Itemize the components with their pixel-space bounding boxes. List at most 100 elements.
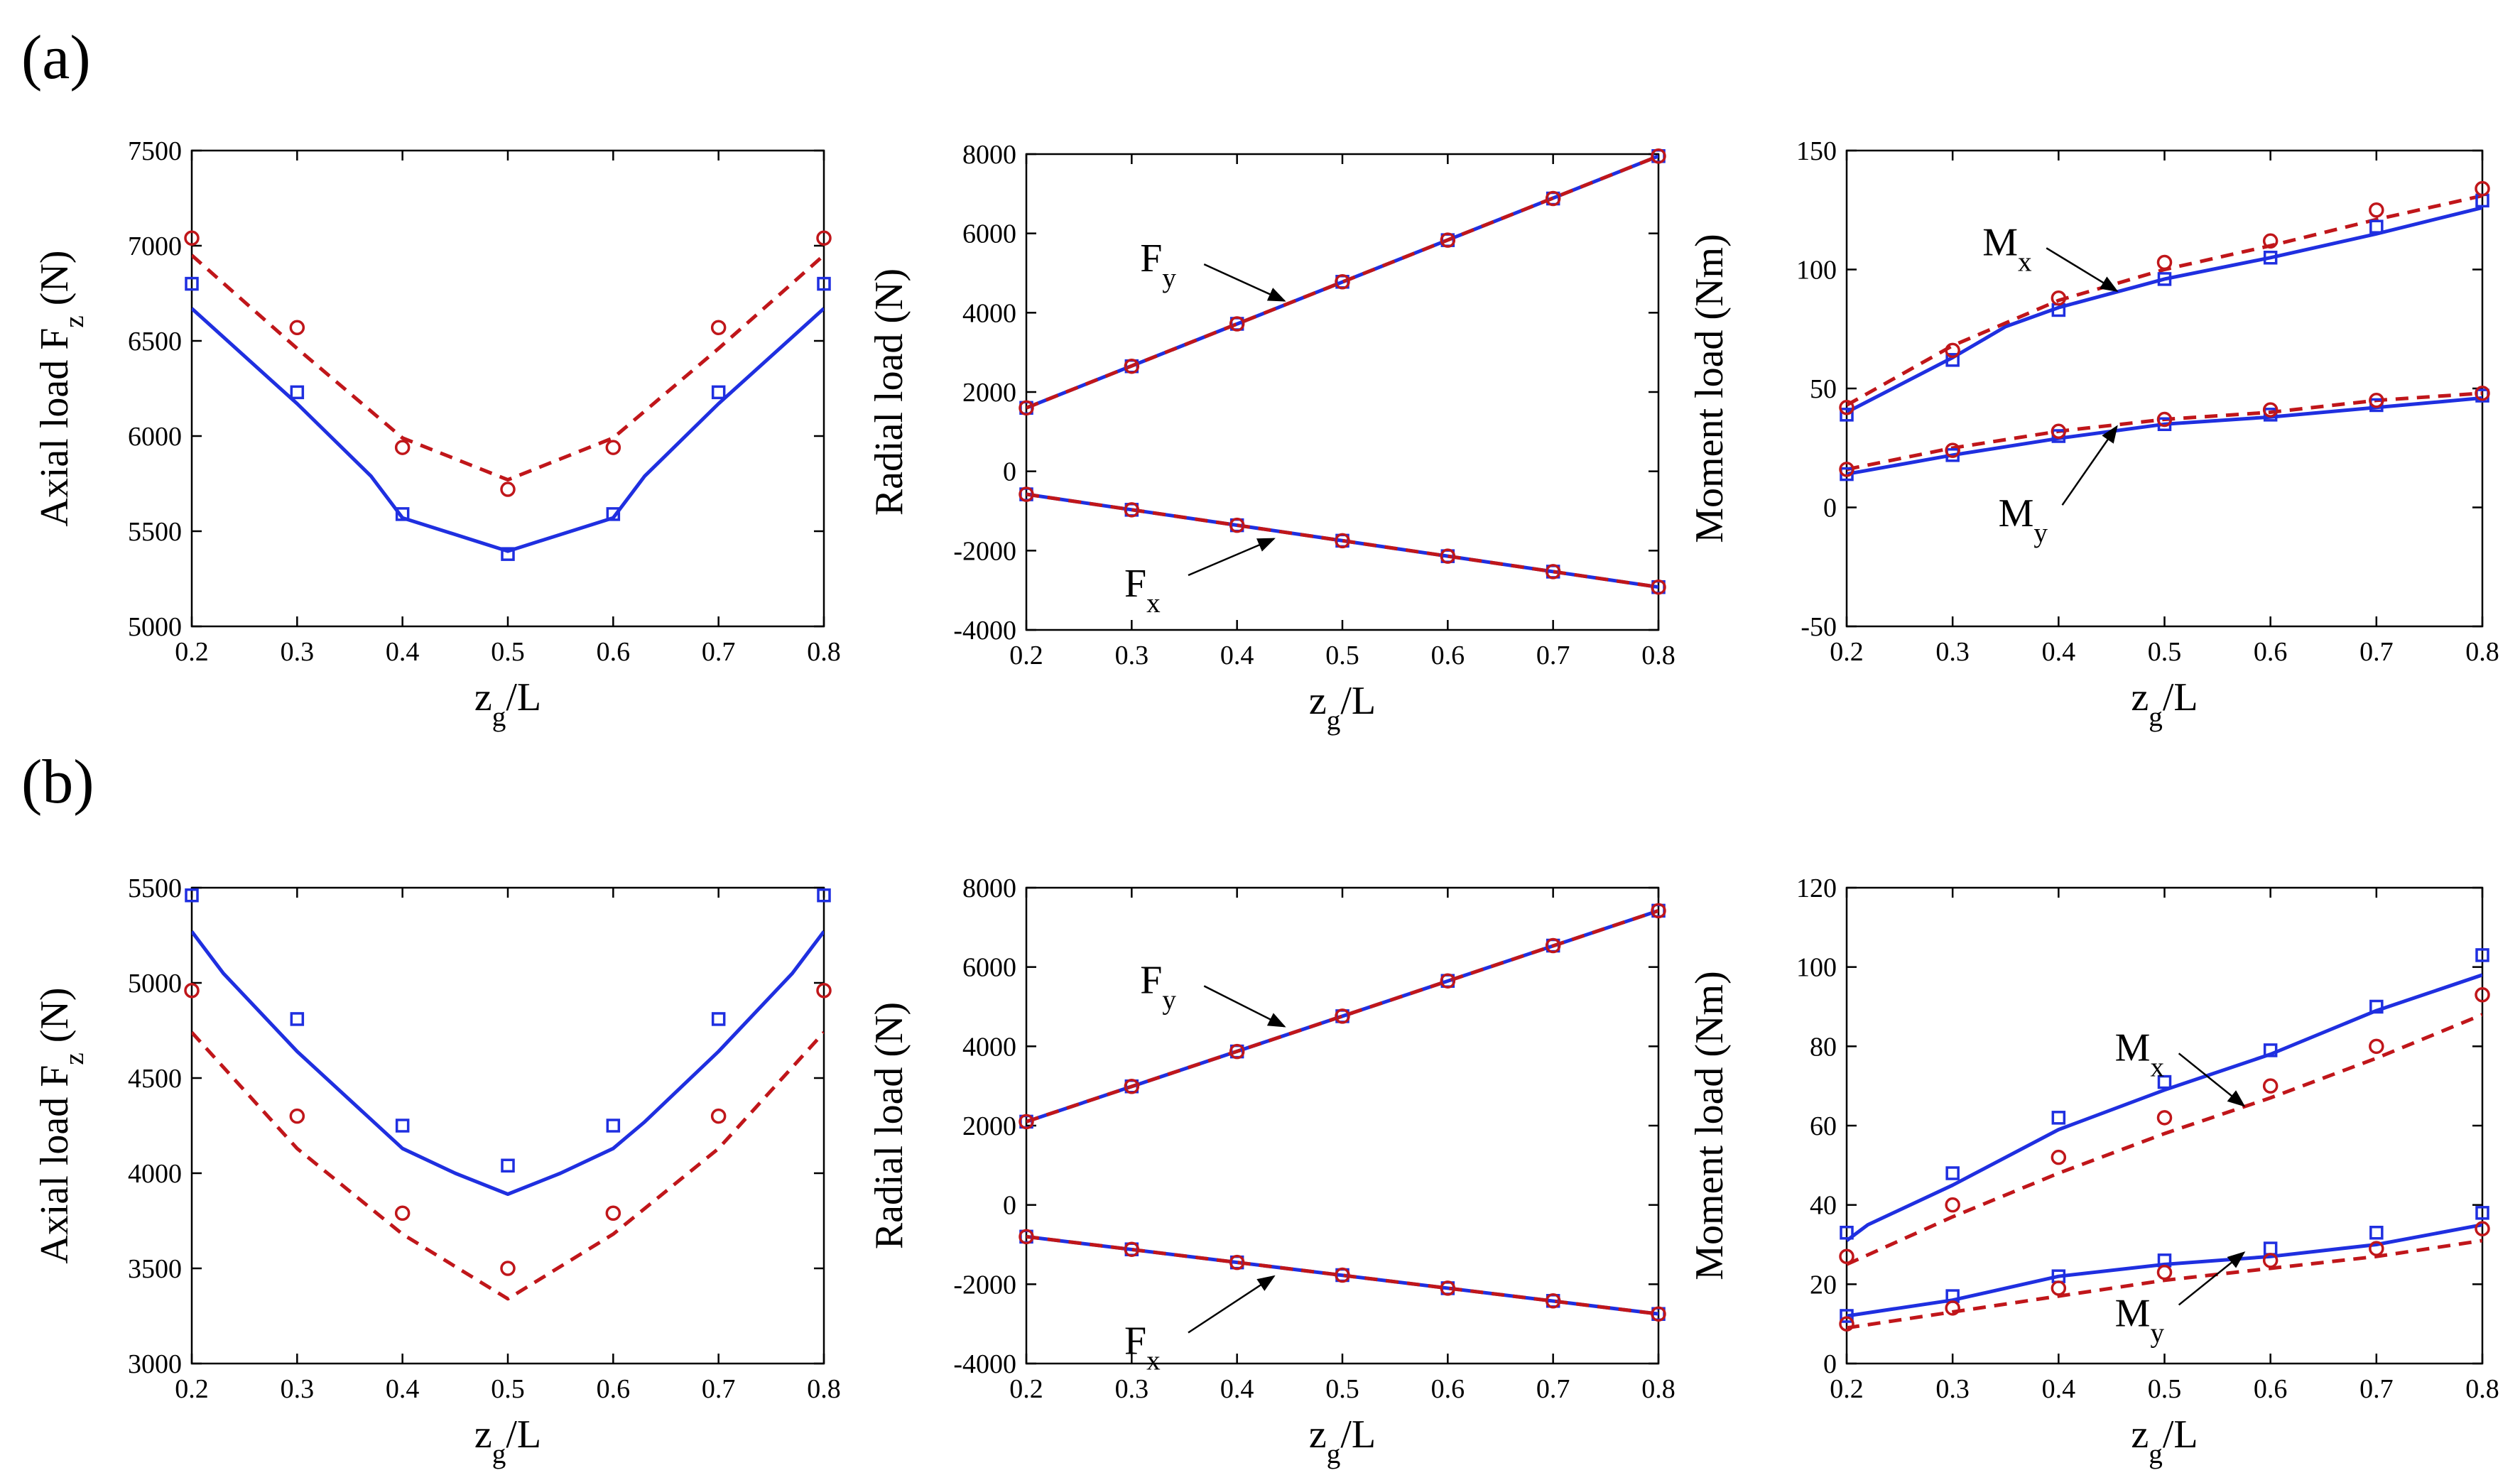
data-point-Mx-squares [2475, 948, 2489, 962]
y-tick-label: 0 [1823, 494, 1837, 523]
data-point-My-circles [2475, 1221, 2490, 1236]
data-point-blue-squares [395, 507, 410, 521]
annotation-label-My: My [2115, 1291, 2165, 1348]
x-axis-label: zg/L [474, 675, 541, 732]
data-point-Mx-circles [1839, 400, 1854, 415]
y-tick-label: 20 [1810, 1270, 1837, 1300]
data-point-My-circles [1945, 442, 1960, 458]
y-tick-label: 5000 [128, 969, 182, 999]
data-point-My-squares [2263, 1241, 2278, 1256]
data-point-Fy-circles [1335, 274, 1350, 290]
data-point-Mx-circles [1945, 1197, 1960, 1213]
x-tick-label: 0.5 [491, 637, 525, 667]
y-tick-label: 4000 [962, 1032, 1016, 1062]
data-point-Mx-circles [2156, 254, 2173, 271]
data-point-My-circles [2051, 1280, 2067, 1296]
data-point-Fy-circles [1124, 358, 1140, 374]
data-point-Mx-squares [1945, 353, 1960, 367]
y-tick-label: 6000 [962, 953, 1016, 983]
y-tick-label: 0 [1003, 457, 1016, 487]
y-tick-label: 2000 [962, 378, 1016, 408]
x-tick-label: 0.3 [1115, 641, 1149, 670]
chart-a-radial: 0.2 0.3 0.4 0.5 0.6 0.7 0.8 -4000 -2000 0 2000 4000… [867, 140, 1676, 736]
y-tick-label: 5000 [128, 612, 182, 642]
annotation-label-Mx: Mx [2115, 1025, 2165, 1082]
data-point-blue-squares [817, 276, 831, 291]
y-tick-label: 100 [1796, 256, 1837, 285]
annotation-label-Fx: Fx [1124, 562, 1161, 619]
y-axis-label: Radial load (N) [867, 1002, 911, 1249]
data-point-Fx-circles [1124, 502, 1140, 518]
y-tick-label: 50 [1810, 374, 1837, 404]
y-tick-label: 6500 [128, 327, 182, 357]
data-point-Mx-circles [2156, 1110, 2173, 1126]
data-point-red-circles [500, 1261, 516, 1276]
data-point-blue-squares [501, 547, 515, 561]
data-point-red-circles [289, 1108, 305, 1124]
series-line-Fy-red [1026, 154, 1658, 410]
plot-frame [1845, 149, 2484, 628]
annotation-arrow-Mx [2178, 1052, 2246, 1107]
y-axis-label: Moment load (Nm) [1688, 234, 1732, 543]
x-tick-label: 0.7 [2359, 1374, 2394, 1404]
data-point-red-circles [605, 1205, 621, 1221]
plot-frame [1025, 886, 1660, 1365]
y-tick-label: 0 [1003, 1191, 1016, 1221]
x-tick-label: 0.5 [1325, 641, 1359, 670]
y-tick-label: -4000 [953, 1349, 1016, 1379]
data-point-red-circles [394, 1205, 411, 1221]
plot-frame [1025, 153, 1660, 631]
x-tick-label: 0.6 [1431, 641, 1465, 670]
data-point-My-circles [1839, 1316, 1854, 1332]
data-point-Mx-circles [1839, 1248, 1854, 1264]
data-point-blue-squares [606, 507, 621, 521]
data-point-Mx-squares [2369, 999, 2384, 1014]
y-tick-label: 8000 [962, 874, 1016, 903]
series-line-Mx-red [1847, 1013, 2482, 1266]
y-tick-label: 80 [1810, 1032, 1837, 1062]
y-tick-label: 2000 [962, 1111, 1016, 1141]
panel-label-b: (b) [21, 748, 94, 817]
data-point-Mx-circles [2369, 202, 2384, 218]
x-tick-label: 0.5 [2148, 1374, 2182, 1404]
series-line-Mx-blue [1847, 973, 2482, 1242]
y-tick-label: -4000 [953, 616, 1016, 646]
data-point-red-circles [394, 440, 411, 455]
x-tick-label: 0.6 [2254, 637, 2288, 667]
data-point-My-circles [2262, 402, 2279, 418]
x-tick-label: 0.6 [597, 637, 631, 667]
x-tick-label: 0.7 [2359, 637, 2394, 667]
data-point-My-circles [2156, 1264, 2173, 1280]
y-tick-label: 60 [1810, 1111, 1837, 1141]
series-line-My-blue [1847, 1223, 2482, 1318]
data-point-My-circles [1945, 1300, 1960, 1316]
y-tick-label: 4500 [128, 1064, 182, 1094]
data-point-Fy-circles [1651, 148, 1666, 164]
x-axis-label: zg/L [2131, 1413, 2198, 1469]
x-tick-label: 0.3 [1935, 1374, 1970, 1404]
chart-b-axial: 0.2 0.3 0.4 0.5 0.6 0.7 0.8 3000 3500 4000 4500 500… [33, 874, 841, 1469]
y-tick-label: 40 [1810, 1191, 1837, 1221]
x-axis-label: zg/L [1309, 1413, 1376, 1469]
data-point-Fx-circles [1229, 517, 1245, 533]
data-point-My-squares [1840, 1309, 1854, 1323]
data-point-Mx-circles [2475, 180, 2490, 197]
series-line-blue-solid [192, 930, 824, 1196]
data-point-blue-squares [501, 1158, 515, 1173]
data-point-Fy-circles [1545, 190, 1561, 207]
x-tick-label: 0.6 [597, 1374, 631, 1404]
data-point-Fx-circles [1545, 564, 1561, 580]
data-point-Mx-circles [2262, 233, 2279, 249]
x-tick-label: 0.4 [2042, 1374, 2076, 1404]
x-tick-label: 0.6 [1431, 1374, 1465, 1404]
series-line-Mx-red [1847, 194, 2482, 407]
data-point-My-circles [2156, 411, 2173, 428]
y-tick-label: -2000 [953, 1270, 1016, 1300]
data-point-Fx-circles [1440, 1280, 1456, 1296]
data-point-Mx-circles [2051, 290, 2067, 306]
x-tick-label: 0.5 [491, 1374, 525, 1404]
data-point-blue-squares [606, 1119, 621, 1133]
plot-frame [190, 149, 825, 628]
y-tick-label: 6000 [128, 422, 182, 452]
series-line-Mx-blue [1847, 205, 2482, 414]
